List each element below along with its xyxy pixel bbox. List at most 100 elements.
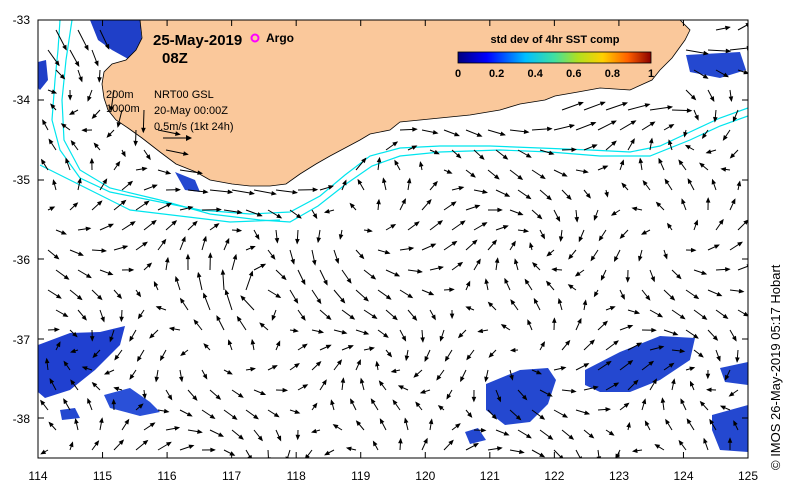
- current-arrowhead: [449, 313, 455, 320]
- x-tick-label: 125: [738, 469, 758, 483]
- current-arrowhead: [596, 456, 602, 458]
- current-arrowhead: [644, 420, 650, 427]
- current-arrowhead: [536, 369, 542, 375]
- current-arrowhead: [686, 418, 692, 425]
- current-arrowhead: [484, 278, 489, 285]
- current-arrowhead: [107, 270, 114, 276]
- x-tick-label: 121: [480, 469, 500, 483]
- current-arrowhead: [346, 277, 352, 284]
- current-arrowhead: [141, 127, 146, 134]
- current-arrowhead: [457, 332, 464, 339]
- current-arrowhead: [577, 101, 584, 107]
- current-arrowhead: [328, 185, 334, 190]
- current-arrowhead: [100, 316, 105, 323]
- current-arrowhead: [185, 253, 191, 260]
- current-arrowhead: [560, 366, 567, 371]
- imos-credit: © IMOS 26-May-2019 05:17 Hobart: [768, 264, 783, 470]
- current-arrowhead: [529, 242, 534, 248]
- current-arrowhead: [44, 357, 50, 364]
- current-arrowhead: [735, 357, 740, 363]
- current-arrowhead: [583, 169, 589, 174]
- current-arrowhead: [62, 312, 69, 318]
- current-arrowhead: [658, 157, 663, 164]
- current-arrowhead: [202, 373, 208, 380]
- current-arrowhead: [467, 412, 473, 418]
- current-arrowhead: [40, 449, 47, 455]
- current-arrowhead: [295, 434, 301, 441]
- current-arrowhead: [701, 270, 708, 275]
- current-arrowhead: [336, 359, 343, 366]
- current-arrowhead: [598, 235, 604, 242]
- current-arrowhead: [654, 444, 661, 449]
- current-arrowhead: [74, 418, 79, 424]
- current-arrowhead: [713, 244, 720, 249]
- current-arrowhead: [89, 157, 95, 164]
- current-arrowhead: [186, 411, 193, 417]
- current-arrowhead: [668, 123, 675, 129]
- current-arrowhead: [611, 140, 617, 146]
- current-arrowhead: [142, 439, 149, 446]
- current-arrowhead: [667, 105, 674, 110]
- x-tick-label: 116: [157, 469, 176, 483]
- current-arrowhead: [146, 262, 153, 268]
- current-arrowhead: [89, 336, 95, 342]
- current-arrowhead: [290, 258, 295, 265]
- current-arrowhead: [300, 315, 306, 321]
- legend-product: NRT00 GSL: [154, 89, 214, 101]
- current-arrowhead: [605, 360, 612, 366]
- x-tick-label: 114: [28, 469, 47, 483]
- current-arrowhead: [593, 214, 599, 221]
- legend-ref-time: 20-May 00:00Z: [154, 105, 228, 117]
- current-arrowhead: [720, 167, 727, 172]
- current-arrowhead: [743, 69, 748, 75]
- current-arrowhead: [128, 267, 135, 273]
- current-arrowhead: [181, 236, 186, 243]
- current-arrowhead: [630, 138, 635, 145]
- current-arrowhead: [713, 116, 718, 123]
- current-arrowhead: [638, 157, 644, 164]
- x-tick-label: 118: [287, 469, 306, 483]
- current-arrowhead: [736, 180, 742, 187]
- x-tick-label: 122: [544, 469, 564, 483]
- current-arrowhead: [500, 324, 507, 329]
- colorbar-tick: 1: [648, 68, 654, 80]
- current-arrowhead: [732, 116, 738, 123]
- current-arrowhead: [149, 333, 155, 339]
- current-arrowhead: [706, 387, 712, 393]
- current-arrowhead: [232, 253, 238, 260]
- current-arrowhead: [85, 273, 92, 279]
- current-arrowhead: [249, 190, 255, 196]
- current-arrowhead: [52, 179, 57, 185]
- current-arrowhead: [384, 249, 391, 255]
- current-arrowhead: [476, 132, 483, 137]
- current-arrowhead: [392, 141, 399, 147]
- sst-patch-cape-leeuwin: [175, 172, 200, 192]
- current-arrowhead: [709, 96, 715, 103]
- current-arrowhead: [224, 237, 230, 244]
- current-arrowhead: [503, 431, 510, 436]
- legend-1000m: 1000m: [106, 103, 140, 115]
- current-arrowhead: [325, 314, 332, 321]
- current-arrowhead: [340, 297, 346, 304]
- current-arrowhead: [548, 150, 555, 156]
- current-arrowhead: [419, 389, 426, 394]
- current-arrowhead: [496, 446, 503, 451]
- x-axis-labels: 114 115 116 117 118 119 120 121 122 123 …: [28, 469, 758, 483]
- x-tick-label: 123: [609, 469, 629, 483]
- current-arrowhead: [55, 341, 61, 348]
- current-arrowhead: [546, 195, 552, 201]
- current-arrowhead: [202, 235, 207, 242]
- current-arrowhead: [249, 245, 256, 251]
- current-arrowhead: [663, 253, 668, 260]
- current-arrowhead: [574, 271, 581, 277]
- current-arrowhead: [725, 48, 732, 54]
- current-arrowhead: [448, 439, 454, 446]
- current-arrowhead: [446, 169, 453, 174]
- colorbar-tick: 0.6: [566, 68, 581, 80]
- current-arrowhead: [376, 156, 382, 163]
- current-arrowhead: [180, 350, 186, 357]
- sst-patch-northwest: [90, 20, 142, 60]
- current-arrowhead: [84, 44, 89, 51]
- current-arrowhead: [154, 376, 160, 383]
- current-arrowhead: [392, 399, 398, 406]
